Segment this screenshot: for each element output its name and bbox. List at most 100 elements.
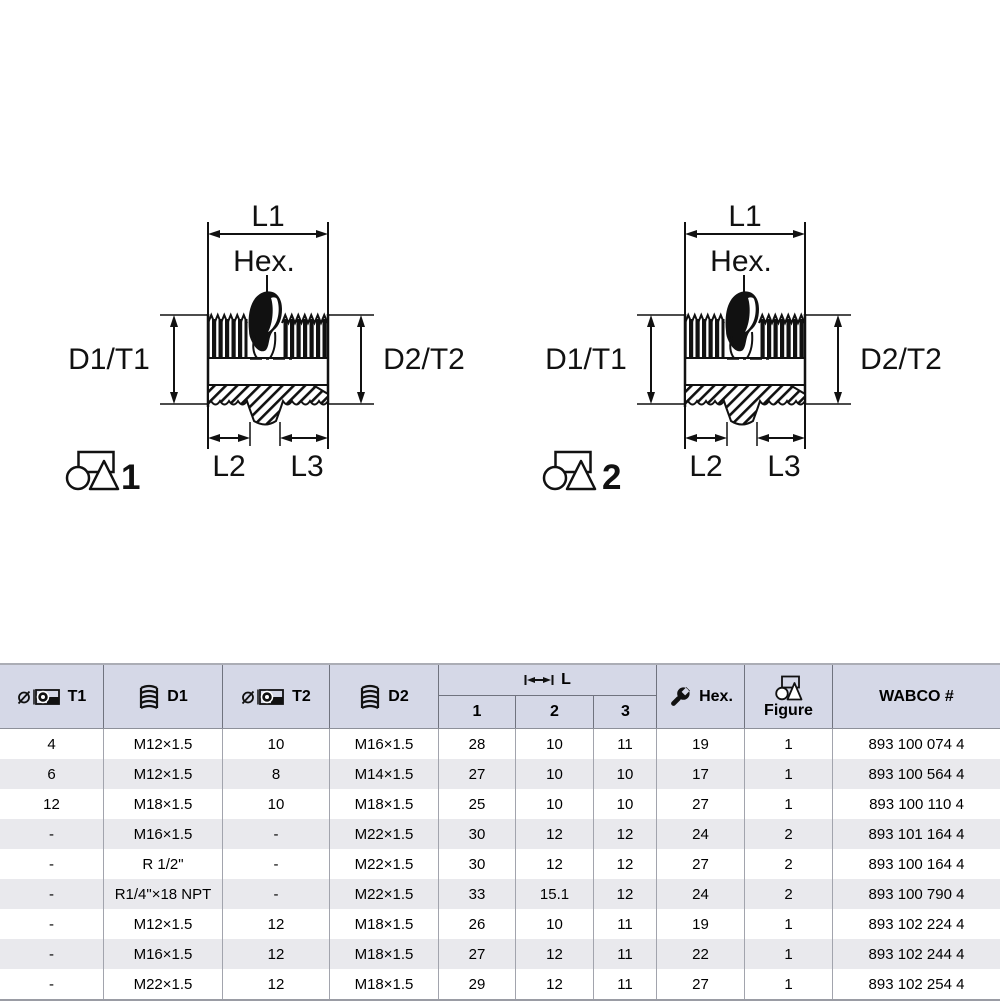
table-header: T1 D1 T2: [0, 665, 1000, 729]
table-cell: -: [0, 879, 104, 909]
arrowhead-icon: [238, 434, 250, 442]
table-cell: 11: [594, 939, 657, 969]
table-cell: 27: [439, 759, 516, 789]
section-hatch: [207, 384, 329, 426]
col-header-t1: T1: [0, 665, 104, 728]
arrowhead-icon: [647, 392, 655, 404]
table-cell: 2: [745, 819, 833, 849]
thread-section-left: [685, 319, 725, 358]
dimension-label-hex: Hex.: [233, 245, 295, 278]
table-cell: 17: [657, 759, 745, 789]
thread-icon: [361, 684, 380, 709]
table-row: -R 1/2" - M22×1.5 30 12 12 27 2 893 100 164 4: [0, 849, 1000, 879]
table-cell: 11: [594, 729, 657, 759]
table-row: - M12×1.5 12 M18×1.5 26 10 11 19 1 893 102 224 4: [0, 909, 1000, 939]
table-cell: 27: [657, 789, 745, 819]
table-cell: M22×1.5: [104, 969, 223, 999]
thread-crest-right: [281, 312, 329, 326]
table-cell: 27: [439, 939, 516, 969]
table-cell: M18×1.5: [330, 789, 439, 819]
table-cell: M14×1.5: [330, 759, 439, 789]
spec-table: T1 D1 T2: [0, 663, 1000, 1001]
dimension-label-d1t1: D1/T1: [68, 343, 150, 376]
table-cell: 10: [223, 729, 330, 759]
table-cell: M16×1.5: [104, 819, 223, 849]
table-cell: 15.1: [516, 879, 594, 909]
arrowhead-icon: [357, 392, 365, 404]
table-cell: 1: [745, 789, 833, 819]
l-subheaders: 1 2 3: [439, 696, 656, 728]
table-row: - M16×1.5- M22×1.5 30 12 12 24 2 893 101 164 4: [0, 819, 1000, 849]
table-cell: 2: [745, 879, 833, 909]
arrowhead-icon: [834, 392, 842, 404]
dimension-label-l2: L2: [212, 450, 245, 483]
dimension-label-d1t1: D1/T1: [545, 343, 627, 376]
table-cell: -: [0, 819, 104, 849]
dimension-label-l3: L3: [767, 450, 800, 483]
table-cell: 30: [439, 819, 516, 849]
table-cell: 11: [594, 969, 657, 999]
table-cell: 893 100 110 4: [869, 795, 964, 813]
arrowhead-icon: [208, 230, 220, 238]
circle-triangle-icon: [542, 450, 597, 491]
table-row: 4 M12×1.5 10 M16×1.5 28 10 11 19 1 893 100 074 4: [0, 729, 1000, 759]
table-cell: 24: [657, 819, 745, 849]
table-cell: M22×1.5: [330, 879, 439, 909]
table-cell: -: [223, 849, 330, 879]
dimension-label-hex: Hex.: [710, 245, 772, 278]
hex-outline-right: [746, 331, 754, 359]
col-header-figure: Figure: [745, 665, 833, 728]
table-cell: -: [0, 939, 104, 969]
arrowhead-icon: [316, 230, 328, 238]
thread-crest-right: [758, 312, 806, 326]
table-cell: 10: [516, 759, 594, 789]
arrowhead-icon: [170, 315, 178, 327]
table-cell: 12: [594, 879, 657, 909]
table-cell: 27: [657, 849, 745, 879]
arrowhead-icon: [685, 230, 697, 238]
table-cell: 24: [657, 879, 745, 909]
col-header-label: D1: [167, 687, 188, 705]
table-row: - R1/4"×18 NPT - M22×1.5 33 15.1 12 24 2 893 100 …: [0, 879, 1000, 909]
table-cell: 893 100 790 4: [868, 885, 965, 903]
table-cell: 12: [594, 819, 657, 849]
table-cell: 893 100 164 4: [868, 855, 965, 873]
table-cell: M16×1.5: [104, 939, 223, 969]
table-cell: M18×1.5: [330, 909, 439, 939]
fitting-drawing-figure-1: L1 Hex. L2 L3 D1/T1 D2/T2 1: [65, 200, 465, 495]
arrowhead-icon: [793, 434, 805, 442]
arrowhead-icon: [280, 434, 292, 442]
table-cell: M12×1.5: [104, 729, 223, 759]
table-cell: 12: [223, 969, 330, 999]
col-header-label: Figure: [764, 702, 813, 719]
dimension-label-l3: L3: [290, 450, 323, 483]
thread-icon: [140, 684, 159, 709]
dimension-label-l2: L2: [689, 450, 722, 483]
table-cell: 12: [0, 789, 104, 819]
arrowhead-icon: [647, 315, 655, 327]
table-cell: -: [0, 849, 104, 879]
circle-triangle-icon: [65, 450, 120, 491]
table-row: 6 M12×1.5 8 M14×1.5 27 10 10 17 1 893 100 564 4: [0, 759, 1000, 789]
table-cell: 893 101 164 4: [868, 825, 965, 843]
col-header-l-group: L 1 2 3: [439, 665, 657, 728]
table-cell: 893 100 074 4: [868, 735, 965, 753]
hex-outline-left: [252, 335, 258, 359]
col-header-t2: T2: [223, 665, 330, 728]
table-cell: 28: [439, 729, 516, 759]
hex-highlight: [268, 297, 279, 332]
table-cell: 25: [439, 789, 516, 819]
table-cell: 2: [745, 849, 833, 879]
wrench-icon: [671, 686, 690, 706]
length-arrow-icon: [524, 675, 554, 685]
table-cell: M22×1.5: [330, 849, 439, 879]
table-cell: 10: [516, 729, 594, 759]
table-cell: 6: [0, 759, 104, 789]
table-cell: 30: [439, 849, 516, 879]
table-cell: 19: [657, 729, 745, 759]
table-cell: M16×1.5: [330, 729, 439, 759]
col-header-l1: 1: [439, 696, 516, 728]
tube-diameter-icon: [241, 688, 285, 705]
table-cell: 1: [745, 909, 833, 939]
